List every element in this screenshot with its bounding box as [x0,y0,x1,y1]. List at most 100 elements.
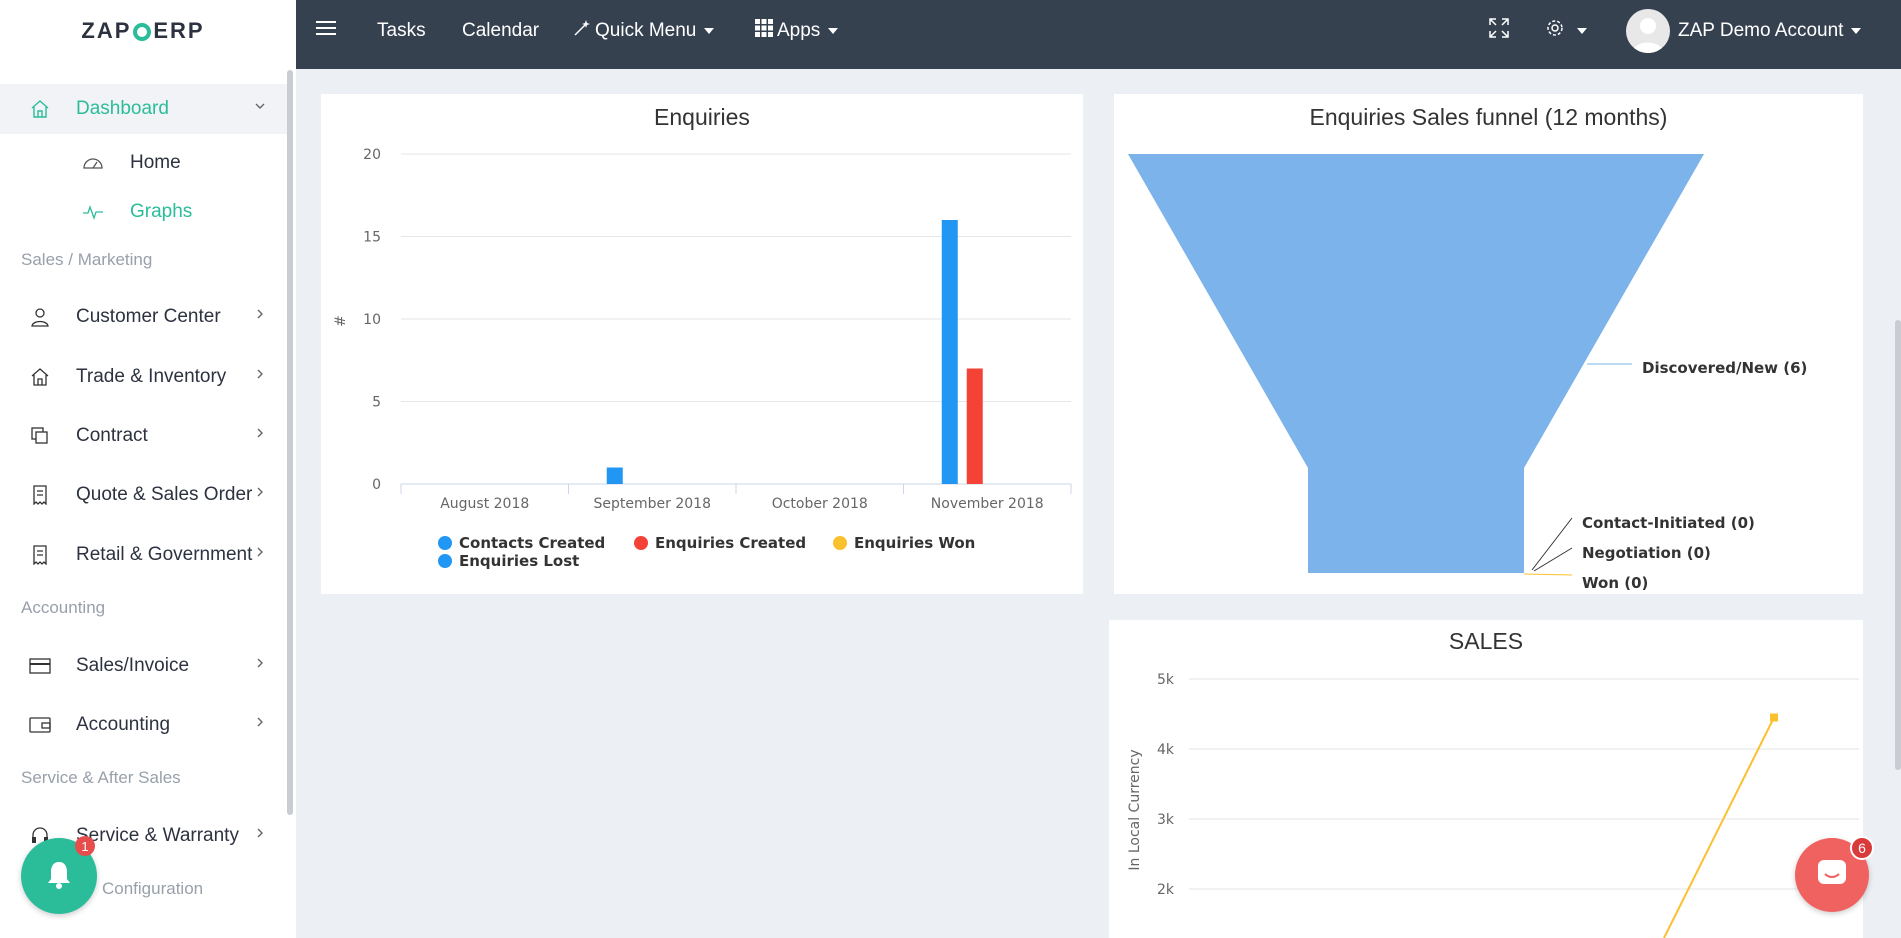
store-icon [28,365,52,389]
tasks-link[interactable]: Tasks [377,20,426,41]
y-tick-label: 10 [363,312,381,328]
sidebar-item-label: Dashboard [76,98,169,119]
chevron-right-icon [254,367,266,385]
bell-icon [45,859,73,894]
avatar [1626,9,1670,53]
funnel-connector [1523,573,1573,576]
enquiries-chart-card: Enquiries 0 5 10 15 20 # August 2018 September … [321,94,1083,594]
y-axis-label: # [333,315,349,327]
chart-title: Enquiries [654,104,750,130]
app-logo[interactable]: ZAP ERP [0,0,296,62]
dashboard-gauge-icon [82,155,106,171]
sidebar-item-label: Quote & Sales Order [76,484,253,505]
chevron-right-icon [254,307,266,325]
sidebar: ZAP ERP Dashboard Home Graphs Sales / Mar… [0,0,296,938]
caret-down-icon [828,28,839,34]
documents-icon [28,424,52,448]
sidebar-item-retail-government[interactable]: Retail & Government [0,530,288,580]
fullscreen-button[interactable] [1489,0,1509,62]
funnel-stage-label: Discovered/New (6) [1642,359,1807,377]
sidebar-item-sales-invoice[interactable]: Sales/Invoice [0,641,288,691]
wallet-icon [28,713,52,737]
chevron-right-icon [254,545,266,563]
sales-line-chart: 2k 3k 4k 5k In Local Currency [1127,672,1859,938]
funnel-stage-label: Won (0) [1582,574,1648,592]
legend-item: Enquiries Created [655,534,806,552]
user-icon [28,305,52,329]
funnel-connector [1531,517,1573,571]
caret-down-icon [1851,28,1862,34]
chat-unread-badge: 6 [1850,836,1874,860]
legend-item: Enquiries Lost [459,552,579,570]
legend-item: Contacts Created [459,534,605,552]
chevron-right-icon [254,656,266,674]
bar-enquiries-created [966,368,983,484]
sidebar-subitem-home[interactable]: Home [0,143,288,183]
quick-menu-dropdown[interactable]: Quick Menu [573,0,715,62]
funnel-stage-discovered [1128,154,1704,573]
logo-text-right: ERP [153,18,205,43]
hamburger-icon [316,20,336,42]
gear-icon [1545,18,1565,44]
sidebar-item-customer-center[interactable]: Customer Center [0,292,288,342]
legend-marker [438,536,452,550]
chevron-right-icon [254,485,266,503]
sidebar-subitem-graphs[interactable]: Graphs [0,192,288,232]
y-tick-label: 5 [372,395,381,411]
chat-bubble-icon [1815,857,1849,894]
sidebar-item-label: Retail & Government [76,544,253,565]
notification-count-badge: 1 [75,836,95,856]
sidebar-item-configuration[interactable]: Configuration [102,879,204,898]
bar-contacts-created [941,220,958,484]
chevron-right-icon [254,826,266,844]
y-tick-label: 4k [1157,742,1175,758]
sidebar-item-label: Customer Center [76,306,221,327]
expand-icon [1489,18,1509,44]
x-tick-label: September 2018 [594,496,711,512]
sales-chart-card: SALES 2k 3k 4k 5k In Local Currency [1109,620,1863,938]
section-heading-service: Service & After Sales [21,768,181,787]
sidebar-item-contract[interactable]: Contract [0,411,288,461]
account-name: ZAP Demo Account [1678,20,1844,41]
page-scrollbar[interactable] [1895,320,1901,770]
chevron-down-icon [254,99,266,117]
grid-icon [755,19,773,43]
sidebar-item-dashboard[interactable]: Dashboard [0,84,288,134]
hamburger-menu-button[interactable] [316,0,336,62]
receipt-icon [28,483,52,507]
apps-dropdown[interactable]: Apps [755,0,839,62]
chevron-right-icon [254,426,266,444]
sales-line [1663,717,1775,938]
sidebar-item-quote-sales-order[interactable]: Quote & Sales Order [0,470,288,520]
sidebar-item-trade-inventory[interactable]: Trade & Inventory [0,352,288,402]
credit-card-icon [28,654,52,678]
sidebar-item-label: Accounting [76,714,171,735]
sidebar-item-label: Sales/Invoice [76,655,190,676]
y-tick-label: 2k [1157,882,1175,898]
settings-dropdown[interactable] [1545,0,1587,62]
sidebar-item-accounting[interactable]: Accounting [0,700,288,750]
section-heading-accounting: Accounting [21,598,106,617]
receipt-icon [28,543,52,567]
y-tick-label: 0 [372,477,381,493]
home-outline-icon [28,97,52,121]
sidebar-item-label: Contract [76,425,148,446]
logo-mark-icon [133,23,152,41]
top-navigation-bar: Tasks Calendar Quick Menu Apps [296,0,1901,69]
calendar-link[interactable]: Calendar [462,20,540,41]
y-axis-label: In Local Currency [1127,749,1143,870]
chart-title: Enquiries Sales funnel (12 months) [1309,104,1668,130]
enquiries-bar-chart: 0 5 10 15 20 # August 2018 September 2018 Octobe… [333,147,1072,570]
chart-title: SALES [1448,628,1524,654]
legend-marker [438,554,452,568]
sidebar-item-service-warranty[interactable]: Service & Warranty [0,811,288,861]
account-menu[interactable]: ZAP Demo Account [1626,0,1862,62]
sidebar-subitem-label: Graphs [130,201,193,222]
funnel-connector [1533,547,1573,572]
sidebar-scrollbar[interactable] [287,70,293,815]
caret-down-icon [1577,28,1587,34]
legend-marker [634,536,648,550]
logo-text-left: ZAP [81,18,132,43]
quick-menu-label: Quick Menu [595,20,697,41]
y-tick-label: 5k [1157,672,1175,688]
